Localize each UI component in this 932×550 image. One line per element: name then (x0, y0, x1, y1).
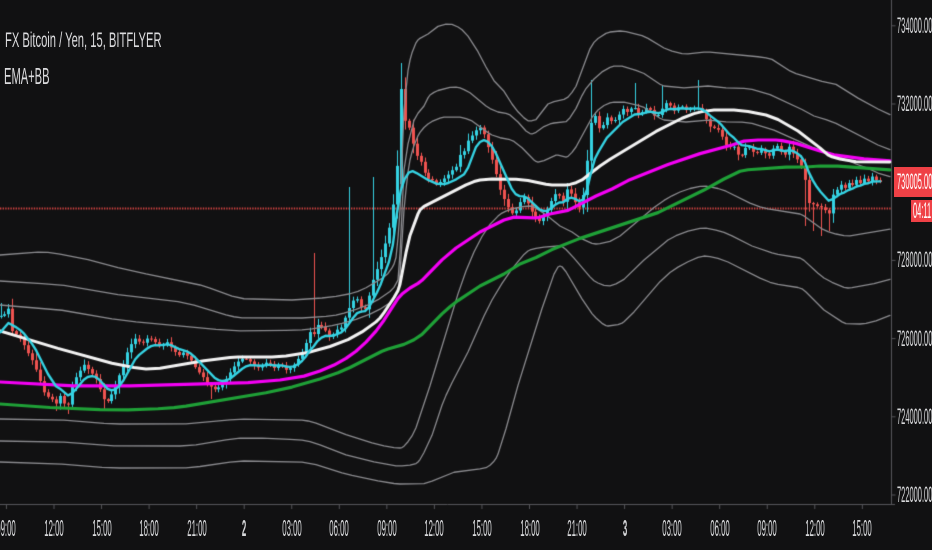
time-tick-label: 03:00 (662, 515, 682, 541)
bar-countdown-label: 04:11 (911, 197, 932, 223)
time-tick-label: 12:00 (805, 515, 825, 541)
price-tick-label: 728000.00 (897, 247, 932, 273)
time-tick-label: 15:00 (91, 515, 112, 541)
price-tick-label: 734000.00 (897, 12, 932, 38)
last-price-label: 730005.00 (894, 167, 932, 197)
date-tick-label: 2 (242, 515, 247, 541)
price-tick-label: 724000.00 (897, 403, 932, 429)
bar-countdown-value: 04:11 (913, 197, 932, 223)
last-price-value: 730005.00 (897, 169, 932, 194)
time-tick-label: 09:00 (377, 515, 397, 541)
date-tick-label: 3 (622, 515, 627, 541)
price-tick-label: 726000.00 (897, 325, 932, 351)
symbol-title[interactable]: FX Bitcoin / Yen, 15, BITFLYER (5, 29, 162, 52)
time-tick-label: 06:00 (329, 515, 350, 541)
time-tick-label: 15:00 (472, 515, 492, 541)
time-tick-label: 12:00 (44, 515, 64, 541)
time-tick-label: 06:00 (709, 515, 730, 541)
time-tick-label: 21:00 (186, 515, 207, 541)
price-tick-label: 722000.00 (897, 482, 932, 507)
time-tick-label: 18:00 (139, 515, 159, 541)
price-tick-label: 732000.00 (897, 90, 932, 116)
time-tick-label: 12:00 (424, 515, 445, 541)
time-tick-label: 18:00 (519, 515, 540, 541)
time-tick-label: 09:00 (0, 515, 17, 541)
time-tick-label: 09:00 (757, 515, 778, 541)
time-tick-label: 03:00 (281, 515, 302, 541)
time-tick-label: 21:00 (567, 515, 587, 541)
time-tick-label: 15:00 (852, 515, 873, 541)
indicator-title[interactable]: EMA+BB (4, 63, 50, 89)
